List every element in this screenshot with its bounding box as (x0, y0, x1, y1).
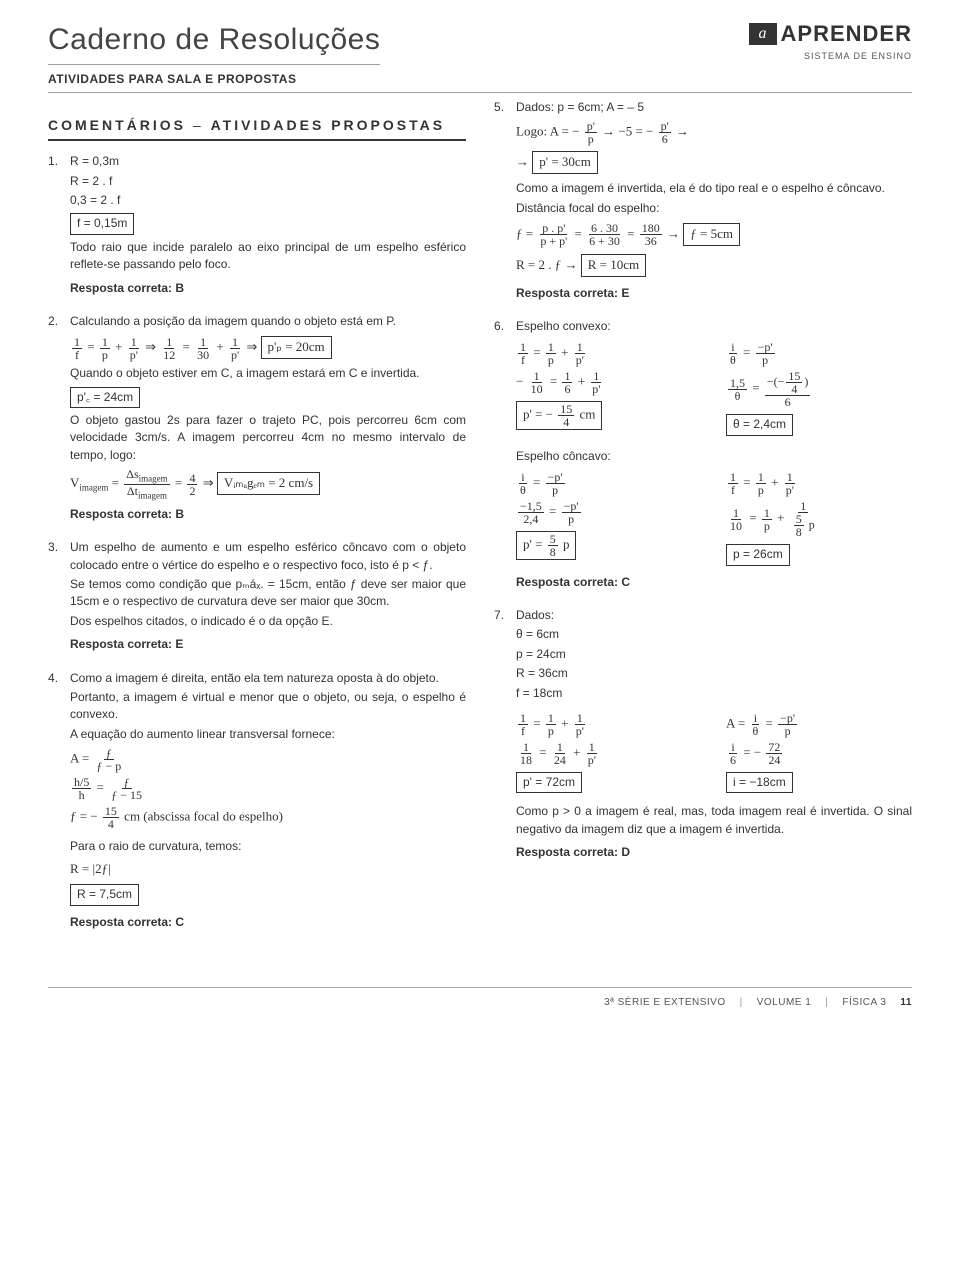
q6-conc-3: 1f = 1p + 1p' (726, 471, 912, 496)
question-4: Como a imagem é direita, então ela tem n… (48, 670, 466, 932)
doc-title: Caderno de Resoluções (48, 18, 380, 65)
footer-page: 11 (900, 996, 912, 1011)
q6-pbox-wrap: p' = − 154 cm (516, 399, 702, 432)
q5-r2f: R = 2 . ƒ → R = 10cm (516, 252, 912, 279)
q5-answer: Resposta correta: E (516, 285, 912, 302)
q3-t3: Dos espelhos citados, o indicado é o da … (70, 613, 466, 630)
q4-curv: Para o raio de curvatura, temos: (70, 838, 466, 855)
q6-pbox3: p = 26cm (726, 544, 790, 565)
q7-d4: f = 18cm (516, 685, 912, 702)
q7-eq2b: i6 = − 7224 (726, 741, 912, 766)
masthead: Caderno de Resoluções ATIVIDADES PARA SA… (48, 18, 912, 93)
q7-d2: p = 24cm (516, 646, 912, 663)
q5-logo: Logo: A = − p'p → −5 = − p'6 → (516, 120, 912, 145)
q4-eqh: h/5h = ƒƒ − 15 (70, 776, 466, 801)
q3-t1: Um espelho de aumento e um espelho esfér… (70, 539, 466, 574)
q6-title: Espelho convexo: (516, 318, 912, 335)
q5-eqf: ƒ = p . p'p + p' = 6 . 306 + 30 = 18036 … (516, 221, 912, 248)
q7-answer: Resposta correta: D (516, 844, 912, 861)
q4-eqA: A = ƒƒ − p (70, 747, 466, 772)
q2-answer: Resposta correta: B (70, 506, 466, 523)
q7-eq1b: 118 = 124 + 1p' (516, 741, 702, 766)
q7-pbox: p' = 72cm (516, 772, 582, 793)
q6-concavo: Espelho côncavo: (516, 448, 912, 465)
q6-eq2a: iθ = −p'p (726, 341, 912, 366)
question-5: Dados: p = 6cm; A = – 5 Logo: A = − p'p … (494, 99, 912, 302)
q2-eq2: Vimagem = ΔsimagemΔtimagem = 42 ⇒ Vᵢₘₐgₑ… (70, 468, 466, 500)
q5-box1: p' = 30cm (532, 151, 598, 174)
q2-text2: O objeto gastou 2s para fazer o trajeto … (70, 412, 466, 464)
q1-line1: R = 0,3m (70, 153, 466, 170)
q2-vbox: Vᵢₘₐgₑₘ = 2 cm/s (217, 472, 320, 495)
q3-answer: Resposta correta: E (70, 636, 466, 653)
brand-name: APRENDER (781, 18, 912, 50)
brand-tagline: SISTEMA DE ENSINO (749, 50, 912, 63)
q2-intro: Calculando a posição da imagem quando o … (70, 313, 466, 330)
q6-conc-4: 110 = 1p + 158 p (726, 500, 912, 538)
q7-eq2a: A = iθ = −p'p (726, 712, 912, 737)
q7-ibox: i = −18cm (726, 772, 793, 793)
q7-text: Como p > 0 a imagem é real, mas, toda im… (516, 803, 912, 838)
q6-eq1b: − 110 = 16 + 1p' (516, 370, 702, 395)
footer-disc: FÍSICA 3 (842, 996, 886, 1011)
q2-mid: Quando o objeto estiver em C, a imagem e… (70, 365, 466, 382)
q4-abscissa: cm (abscissa focal do espelho) (124, 809, 283, 824)
section-label-b: ATIVIDADES PROPOSTAS (211, 117, 446, 133)
q4-t3: A equação do aumento linear transversal … (70, 726, 466, 743)
q5-fbox: ƒ = 5cm (683, 223, 740, 246)
question-2: Calculando a posição da imagem quando o … (48, 313, 466, 523)
q5-r2f-label: R = 2 . ƒ → (516, 257, 578, 272)
q4-answer: Resposta correta: C (70, 914, 466, 931)
question-6: Espelho convexo: 1f = 1p + 1p' − 110 = 1… (494, 318, 912, 591)
q6-eq1a: 1f = 1p + 1p' (516, 341, 702, 366)
section-label-a: COMENTÁRIOS (48, 117, 186, 133)
q4-rbox: R = 7,5cm (70, 884, 139, 905)
q7-d1: θ = 6cm (516, 626, 912, 643)
footer-sep2: | (825, 996, 828, 1011)
q6-conc-2: −1,52,4 = −p'p (516, 500, 702, 525)
q1-box: f = 0,15m (70, 213, 134, 234)
question-1: R = 0,3m R = 2 . f 0,3 = 2 . f f = 0,15m… (48, 153, 466, 297)
footer-serie: 3ª SÉRIE E EXTENSIVO (604, 996, 726, 1011)
brand-logo-icon: a (749, 23, 777, 45)
q1-text: Todo raio que incide paralelo ao eixo pr… (70, 239, 466, 274)
q5-rbox: R = 10cm (581, 254, 646, 277)
page-footer: 3ª SÉRIE E EXTENSIVO | VOLUME 1 | FÍSICA… (48, 987, 912, 1011)
q2-eq1: 1f = 1p + 1p' ⇒ 112 = 130 + 1p' ⇒ p'ₚ = … (70, 334, 466, 361)
q4-t1: Como a imagem é direita, então ela tem n… (70, 670, 466, 687)
q5-dados: Dados: p = 6cm; A = – 5 (516, 99, 912, 116)
q6-conc-1: iθ = −p'p (516, 471, 702, 496)
q1-answer: Resposta correta: B (70, 280, 466, 297)
q5-logo-label: Logo: (516, 124, 547, 139)
q7-d3: R = 36cm (516, 665, 912, 682)
q2-box2: p'꜀ = 24cm (70, 387, 140, 408)
q7-dados: Dados: (516, 607, 912, 624)
q3-t2: Se temos como condição que pₘáₓ. = 15cm,… (70, 576, 466, 611)
q5-t1: Como a imagem é invertida, ela é do tipo… (516, 180, 912, 197)
question-3: Um espelho de aumento e um espelho esfér… (48, 539, 466, 653)
q1-line2: R = 2 . f (70, 173, 466, 190)
question-7: Dados: θ = 6cm p = 24cm R = 36cm f = 18c… (494, 607, 912, 862)
q1-line3: 0,3 = 2 . f (70, 192, 466, 209)
q4-t2: Portanto, a imagem é virtual e menor que… (70, 689, 466, 724)
q6-pbox2-wrap: p' = 58 p (516, 529, 702, 562)
doc-subtitle: ATIVIDADES PARA SALA E PROPOSTAS (48, 71, 380, 88)
q6-thetabox: θ = 2,4cm (726, 414, 793, 435)
section-sep: – (186, 117, 211, 133)
q4-eqf: ƒ = − 154 cm (abscissa focal do espelho) (70, 805, 466, 830)
section-header: COMENTÁRIOS – ATIVIDADES PROPOSTAS (48, 115, 466, 141)
q6-eq2b: 1,5θ = −(−154)6 (726, 370, 912, 408)
q5-t2: Distância focal do espelho: (516, 200, 912, 217)
q5-box1wrap: → p' = 30cm (516, 149, 912, 176)
q2-box1: p'ₚ = 20cm (261, 336, 332, 359)
brand: a APRENDER SISTEMA DE ENSINO (749, 18, 912, 63)
footer-sep1: | (740, 996, 743, 1011)
q7-eq1a: 1f = 1p + 1p' (516, 712, 702, 737)
q6-answer: Resposta correta: C (516, 574, 912, 591)
q4-r2f: R = |2ƒ| (70, 860, 466, 879)
footer-vol: VOLUME 1 (757, 996, 812, 1011)
